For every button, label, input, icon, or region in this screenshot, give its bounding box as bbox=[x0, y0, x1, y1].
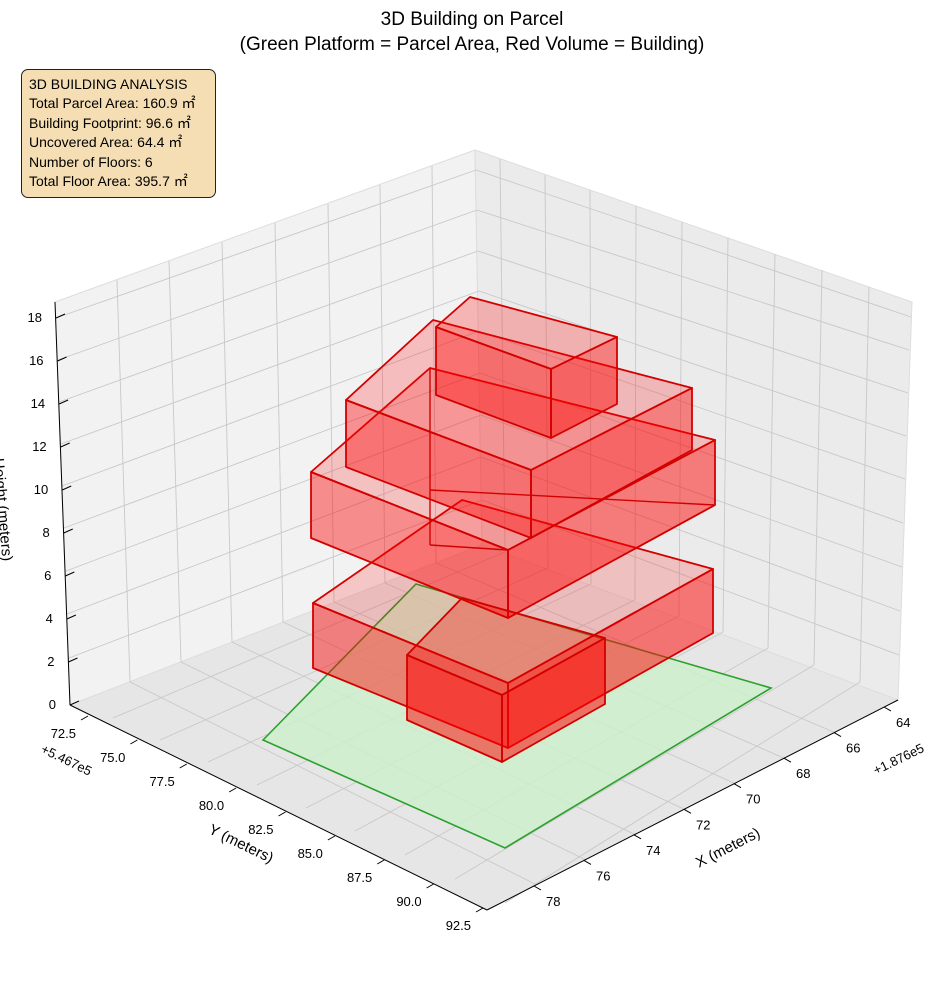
x-tick-mark bbox=[783, 757, 792, 763]
y-tick-mark bbox=[426, 883, 434, 889]
building-floor-line bbox=[312, 602, 509, 684]
building-floor-line bbox=[429, 544, 509, 551]
building-volume bbox=[310, 296, 716, 763]
x-tick-mark bbox=[583, 859, 592, 865]
x-tick-label: 74 bbox=[646, 843, 660, 858]
info-footprint: Building Footprint: 96.6 ㎡ bbox=[29, 114, 191, 131]
building-face bbox=[435, 296, 618, 370]
y-tick-label: 80.0 bbox=[199, 798, 224, 813]
y-tick-label: 87.5 bbox=[347, 870, 372, 885]
z-tick-mark bbox=[58, 399, 69, 405]
x-tick-label: 70 bbox=[746, 792, 760, 807]
z-tick-label: 18 bbox=[28, 310, 42, 325]
axis-lines bbox=[54, 301, 899, 911]
x-axis-ticks: 64 66 68 70 72 74 76 78 bbox=[533, 706, 910, 909]
z-axis-label: Height (meters) bbox=[0, 457, 15, 561]
y-tick-mark bbox=[179, 763, 187, 769]
z-tick-label: 14 bbox=[31, 396, 45, 411]
y-tick-mark bbox=[228, 787, 237, 793]
z-tick-mark bbox=[60, 442, 70, 448]
x-tick-mark bbox=[533, 885, 542, 891]
y-tick-label: 90.0 bbox=[396, 894, 421, 909]
building-block-upper bbox=[345, 319, 693, 539]
x-tick-label: 76 bbox=[596, 868, 610, 883]
x-tick-mark bbox=[683, 808, 692, 814]
y-tick-mark bbox=[130, 739, 138, 745]
info-parcel-area: Total Parcel Area: 160.9 ㎡ bbox=[29, 95, 196, 112]
y-axis-ticks: 72.5 75.0 77.5 80.0 82.5 85.0 87.5 90.0 92.5 bbox=[51, 715, 484, 933]
chart-title: 3D Building on Parcel bbox=[381, 9, 564, 30]
chart-subtitle: (Green Platform = Parcel Area, Red Volum… bbox=[240, 34, 705, 55]
z-tick-label: 2 bbox=[47, 654, 54, 669]
z-tick-label: 12 bbox=[32, 439, 46, 454]
z-tick-mark bbox=[65, 571, 75, 577]
y-tick-label: 77.5 bbox=[149, 774, 174, 789]
info-floor-area: Total Floor Area: 395.7 ㎡ bbox=[29, 173, 188, 190]
z-tick-mark bbox=[63, 528, 73, 534]
x-tick-label: 66 bbox=[846, 741, 860, 756]
building-floor-line bbox=[429, 489, 716, 506]
y-tick-mark bbox=[80, 715, 89, 721]
analysis-info-box: 3D BUILDING ANALYSIS Total Parcel Area: … bbox=[21, 69, 216, 199]
y-tick-label: 92.5 bbox=[446, 918, 471, 933]
info-floors: Number of Floors: 6 bbox=[29, 153, 153, 170]
z-axis-ticks: 0 2 4 6 8 10 12 14 16 18 bbox=[28, 310, 80, 712]
y-offset-label: +5.467e5 bbox=[39, 741, 95, 778]
building-face bbox=[406, 597, 606, 696]
x-tick-mark bbox=[733, 783, 742, 789]
z-tick-mark bbox=[68, 657, 78, 663]
building-block-middle bbox=[310, 367, 716, 619]
x-tick-label: 72 bbox=[696, 817, 710, 832]
z-tick-mark bbox=[55, 313, 66, 319]
z-tick-mark bbox=[66, 614, 77, 620]
building-floor-line bbox=[507, 504, 716, 619]
x-tick-label: 68 bbox=[796, 766, 810, 781]
building-floor-line bbox=[310, 537, 509, 619]
building-floor-line bbox=[507, 568, 714, 684]
z-tick-label: 10 bbox=[34, 482, 48, 497]
z-tick-label: 6 bbox=[44, 568, 51, 583]
y-tick-label: 85.0 bbox=[298, 846, 323, 861]
y-tick-mark bbox=[377, 859, 385, 865]
building-face bbox=[345, 319, 693, 471]
building-block-ground bbox=[406, 597, 606, 763]
info-heading: 3D BUILDING ANALYSIS bbox=[29, 76, 188, 92]
z-tick-mark bbox=[69, 700, 80, 706]
x-offset-label: +1.876e5 bbox=[871, 740, 927, 777]
x-tick-mark bbox=[883, 706, 892, 712]
z-tick-label: 8 bbox=[43, 525, 50, 540]
y-tick-mark bbox=[327, 835, 336, 841]
z-tick-label: 16 bbox=[29, 353, 43, 368]
y-tick-mark bbox=[475, 907, 484, 913]
z-tick-mark bbox=[57, 356, 67, 362]
y-tick-label: 72.5 bbox=[51, 726, 76, 741]
x-tick-mark bbox=[833, 732, 842, 738]
x-tick-label: 78 bbox=[546, 894, 560, 909]
x-tick-mark bbox=[633, 834, 642, 840]
info-uncovered: Uncovered Area: 64.4 ㎡ bbox=[29, 134, 183, 151]
y-tick-mark bbox=[278, 811, 286, 817]
x-tick-label: 64 bbox=[896, 715, 910, 730]
building-block-top bbox=[435, 296, 618, 439]
z-tick-mark bbox=[62, 485, 72, 491]
z-tick-label: 4 bbox=[46, 611, 53, 626]
y-tick-label: 82.5 bbox=[248, 822, 273, 837]
building-face bbox=[310, 367, 716, 551]
z-tick-label: 0 bbox=[49, 697, 56, 712]
y-tick-label: 75.0 bbox=[100, 750, 125, 765]
